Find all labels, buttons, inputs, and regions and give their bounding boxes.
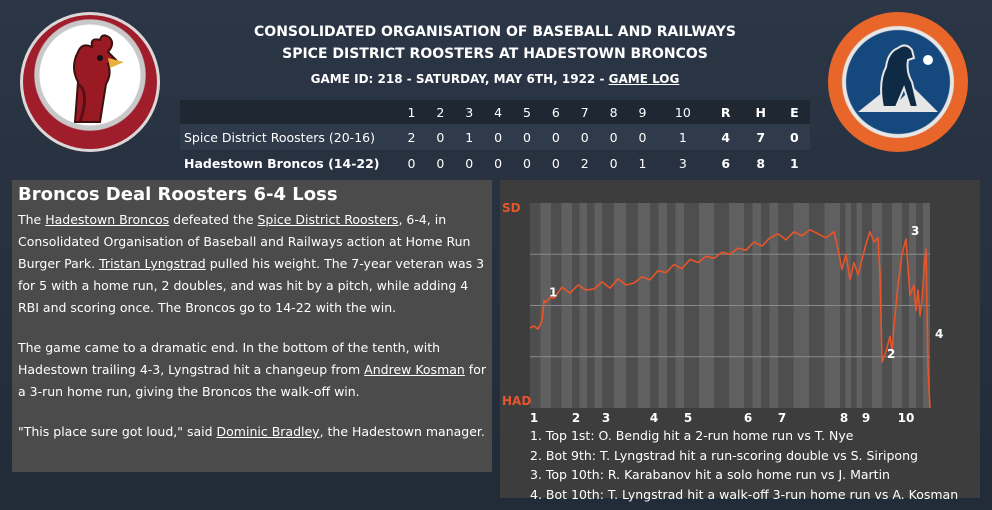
story-paragraph: "This place sure got loud," said Dominic… <box>18 421 488 443</box>
inning-score: 0 <box>512 124 542 150</box>
inning-tick-label: 10 <box>898 411 915 425</box>
errors-header: E <box>778 100 810 124</box>
game-info: GAME ID: 218 - SATURDAY, MAY 6TH, 1922 -… <box>180 72 810 86</box>
matchup-title: SPICE DISTRICT ROOSTERS AT HADESTOWN BRO… <box>282 46 708 62</box>
inning-header: 4 <box>483 100 513 124</box>
annotation-item: 3. Top 10th: R. Karabanov hit a solo hom… <box>530 467 890 482</box>
inning-header: 3 <box>454 100 484 124</box>
win-probability-chart: SD HAD 1 2 3 4 5 6 7 8 9 10 1 2 3 4 <box>502 201 943 425</box>
story-text: The <box>18 212 46 227</box>
home-runs: 6 <box>708 150 743 176</box>
away-errors: 0 <box>778 124 810 150</box>
inning-score: 0 <box>425 124 455 150</box>
story-headline: Broncos Deal Roosters 6-4 Loss <box>18 184 338 205</box>
home-errors: 1 <box>778 150 810 176</box>
runs-header: R <box>708 100 743 124</box>
inning-score: 2 <box>397 124 426 150</box>
league-title: CONSOLIDATED ORGANISATION OF BASEBALL AN… <box>254 24 736 40</box>
pitcher-link[interactable]: Andrew Kosman <box>364 362 465 377</box>
story-text: defeated the <box>169 212 258 227</box>
win-probability-panel: SD HAD 1 2 3 4 5 6 7 8 9 10 1 2 3 4 1. Top 1st: O. Bend… <box>500 180 980 502</box>
inning-header: 7 <box>570 100 600 124</box>
rooster-icon <box>73 34 124 123</box>
inning-header: 10 <box>656 100 709 124</box>
inning-score: 0 <box>628 124 657 150</box>
inning-tick-label: 1 <box>530 411 538 425</box>
event-marker: 2 <box>887 347 895 361</box>
inning-score: 0 <box>397 150 426 176</box>
chart-annotations: 1. Top 1st: O. Bendig hit a 2-run home r… <box>530 426 958 504</box>
hits-header: H <box>742 100 779 124</box>
y-bottom-label: HAD <box>502 394 531 408</box>
team-header <box>180 100 397 124</box>
y-top-label: SD <box>502 201 521 215</box>
inning-score: 3 <box>656 150 709 176</box>
home-team-row: Hadestown Broncos (14-22) 0 0 0 0 0 0 2 … <box>180 150 810 176</box>
story-text: , the Hadestown manager. <box>319 424 485 439</box>
event-marker: 4 <box>935 327 943 341</box>
rooster-logo <box>20 12 160 152</box>
story-text: for a 3-run home run, giving the Broncos… <box>18 362 486 399</box>
horse-icon <box>858 44 938 112</box>
story-paragraph: The Hadestown Broncos defeated the Spice… <box>18 209 488 319</box>
player-link[interactable]: Tristan Lyngstrad <box>99 256 206 271</box>
manager-link[interactable]: Dominic Bradley <box>216 424 320 439</box>
story-text: The game came to a dramatic end. In the … <box>18 340 441 377</box>
inning-tick-label: 8 <box>840 411 848 425</box>
inning-score: 0 <box>483 124 513 150</box>
box-score: 1 2 3 4 5 6 7 8 9 10 R H E Spice Distric… <box>180 100 810 176</box>
inning-score: 1 <box>628 150 657 176</box>
inning-score: 0 <box>425 150 455 176</box>
inning-score: 0 <box>454 150 484 176</box>
game-id-date: GAME ID: 218 - SATURDAY, MAY 6TH, 1922 - <box>310 72 609 86</box>
inning-score: 0 <box>599 150 628 176</box>
away-team-name[interactable]: Spice District Roosters (20-16) <box>180 124 397 150</box>
annotation-item: 1. Top 1st: O. Bendig hit a 2-run home r… <box>530 428 854 443</box>
away-team-row: Spice District Roosters (20-16) 2 0 1 0 … <box>180 124 810 150</box>
inning-score: 1 <box>454 124 484 150</box>
inning-score: 0 <box>599 124 628 150</box>
inning-score: 2 <box>570 150 600 176</box>
away-hits: 7 <box>742 124 779 150</box>
inning-header: 8 <box>599 100 628 124</box>
inning-tick-label: 2 <box>572 411 580 425</box>
inning-score: 0 <box>512 150 542 176</box>
inning-score: 0 <box>570 124 600 150</box>
home-hits: 8 <box>742 150 779 176</box>
story-text: , 6-4, in Consolidated Organisation of B… <box>18 212 471 271</box>
inning-header: 5 <box>512 100 542 124</box>
inning-score: 0 <box>483 150 513 176</box>
home-team-name[interactable]: Hadestown Broncos (14-22) <box>180 150 397 176</box>
inning-score: 0 <box>541 124 571 150</box>
inning-header: 2 <box>425 100 455 124</box>
home-team-link[interactable]: Hadestown Broncos <box>45 212 170 227</box>
game-log-link[interactable]: GAME LOG <box>608 72 680 86</box>
inning-header: 9 <box>628 100 657 124</box>
win-probability-line <box>529 228 931 409</box>
inning-tick-label: 3 <box>602 411 610 425</box>
inning-header: 1 <box>397 100 426 124</box>
annotation-item: 4. Bot 10th: T. Lyngstrad hit a walk-off… <box>530 486 959 502</box>
inning-tick-label: 6 <box>744 411 752 425</box>
away-team-link[interactable]: Spice District Roosters <box>257 212 399 227</box>
inning-header: 6 <box>541 100 571 124</box>
event-marker: 1 <box>549 285 557 299</box>
event-marker: 3 <box>911 224 919 238</box>
story-text: pulled his weight. The 7-year veteran wa… <box>18 256 485 315</box>
away-runs: 4 <box>708 124 743 150</box>
annotation-item: 2. Bot 9th: T. Lyngstrad hit a run-scori… <box>530 447 918 463</box>
bronco-logo <box>828 12 968 152</box>
box-score-header: 1 2 3 4 5 6 7 8 9 10 R H E <box>180 100 810 124</box>
inning-tick-label: 9 <box>862 411 870 425</box>
inning-score: 0 <box>541 150 571 176</box>
story-paragraph: The game came to a dramatic end. In the … <box>18 337 488 403</box>
story-text: "This place sure got loud," said <box>18 424 217 439</box>
inning-score: 1 <box>656 124 709 150</box>
game-story: Broncos Deal Roosters 6-4 Loss The Hades… <box>12 180 492 472</box>
inning-tick-label: 5 <box>684 411 692 425</box>
inning-tick-label: 7 <box>778 411 786 425</box>
inning-tick-label: 4 <box>650 411 658 425</box>
